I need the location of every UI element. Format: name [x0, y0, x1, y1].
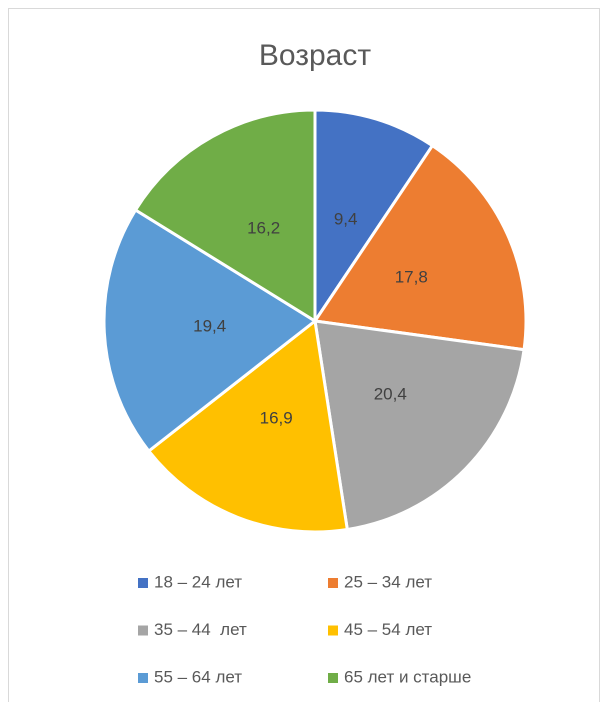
- legend-swatch: [138, 625, 148, 636]
- legend-label: 35 – 44 лет: [154, 620, 247, 639]
- pie-slice: [146, 318, 350, 534]
- pie-slice: [312, 143, 528, 352]
- pie-slice: [102, 207, 318, 454]
- data-label: 9,4: [334, 210, 358, 229]
- legend-swatch: [328, 625, 338, 636]
- legend-swatch: [328, 578, 338, 588]
- legend-swatch: [328, 673, 338, 683]
- legend-label: 45 – 54 лет: [344, 620, 432, 639]
- data-label: 16,9: [260, 409, 293, 428]
- legend-swatch: [138, 673, 148, 683]
- legend-swatch: [138, 578, 148, 588]
- pie-slice: [313, 319, 526, 532]
- chart-title: Возраст: [259, 39, 371, 72]
- pie-slice: [133, 108, 317, 324]
- legend-label: 18 – 24 лет: [154, 572, 242, 591]
- data-label: 20,4: [374, 384, 407, 403]
- legend-label: 25 – 34 лет: [344, 572, 432, 591]
- data-label: 19,4: [193, 316, 226, 335]
- data-label: 16,2: [247, 218, 280, 237]
- data-label: 17,8: [395, 267, 428, 286]
- pie-slice: [313, 108, 435, 326]
- legend-label: 55 – 64 лет: [154, 667, 242, 686]
- legend-label: 65 лет и старше: [344, 667, 471, 686]
